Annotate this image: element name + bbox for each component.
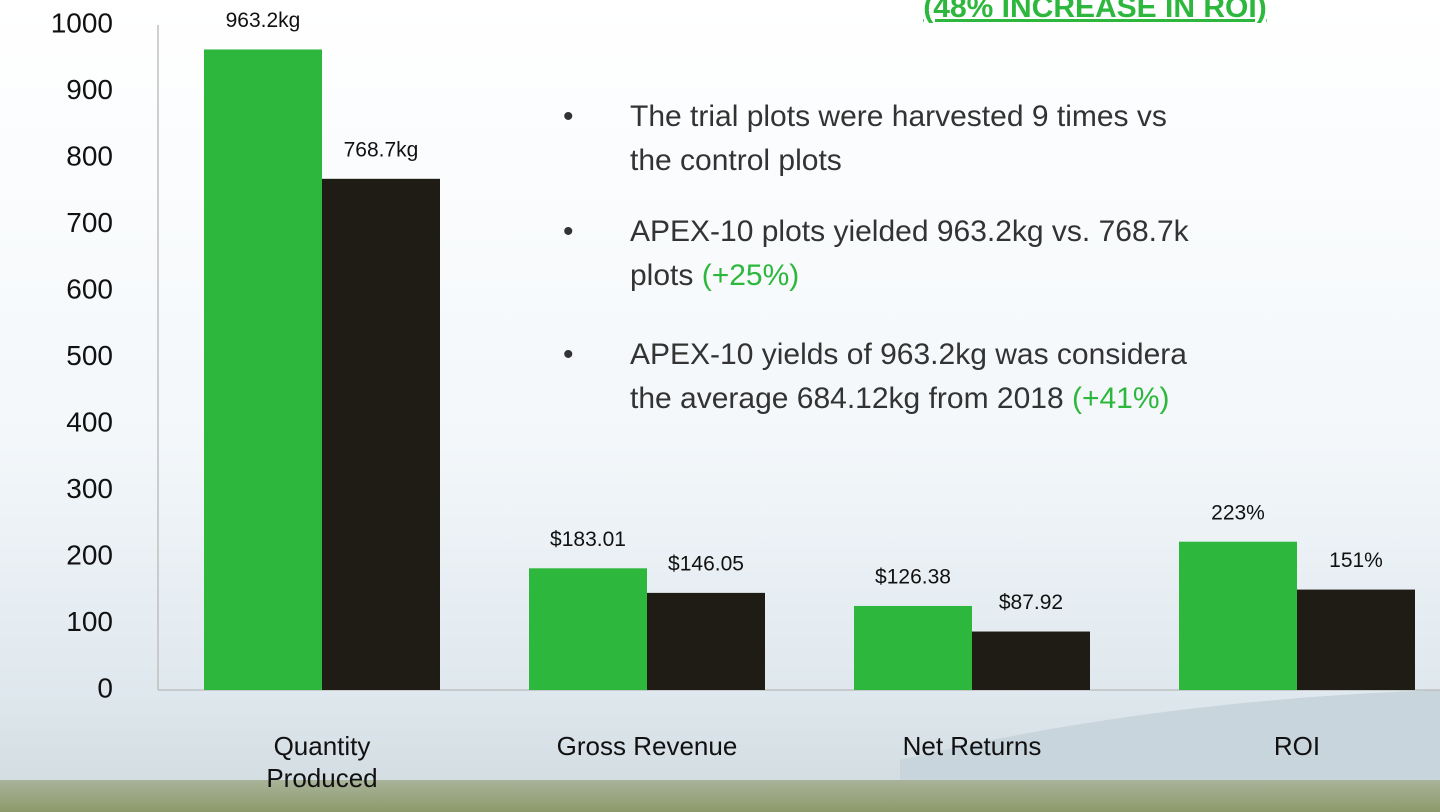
value-label: $146.05 — [668, 552, 744, 575]
bullet-text: APEX-10 yields of 963.2kg was considera t… — [630, 333, 1187, 421]
y-tick-label: 100 — [66, 606, 113, 637]
bar — [1179, 541, 1297, 690]
bullet-dot: • — [563, 100, 574, 133]
bullet-line: APEX-10 yields of 963.2kg was considera — [630, 333, 1187, 377]
x-tick-label: Gross Revenue — [556, 731, 738, 761]
value-label: 151% — [1329, 549, 1383, 572]
y-tick-label: 400 — [66, 406, 113, 437]
value-label: 768.7kg — [344, 138, 419, 161]
line-text: the control plots — [630, 144, 842, 177]
bullet-line: the average 684.12kg from 2018 (+41%) — [630, 377, 1187, 421]
y-tick-label: 500 — [66, 340, 113, 371]
line-text: The trial plots were harvested 9 times v… — [630, 100, 1167, 133]
value-label: 223% — [1211, 501, 1265, 524]
line-text: APEX-10 plots yielded 963.2kg vs. 768.7k — [630, 215, 1189, 248]
bullet-line: The trial plots were harvested 9 times v… — [630, 95, 1167, 139]
bar — [529, 568, 647, 690]
value-label: $183.01 — [550, 528, 626, 551]
headline: (48% INCREASE IN ROI) — [923, 0, 1267, 24]
field — [0, 780, 1440, 812]
line-text: plots — [630, 259, 694, 292]
bar — [1297, 589, 1415, 690]
y-tick-label: 800 — [66, 140, 113, 171]
x-tick-label: Quantity Produced — [266, 731, 378, 793]
highlight: (+25%) — [701, 259, 800, 292]
value-label: 963.2kg — [226, 9, 301, 32]
x-tick-label: ROI — [1273, 731, 1321, 761]
x-tick-label: Net Returns — [902, 731, 1042, 761]
highlight: (+41%) — [1071, 382, 1170, 415]
line-text: APEX-10 yields of 963.2kg was considera — [630, 338, 1187, 371]
bar — [647, 592, 765, 690]
value-label: $87.92 — [999, 591, 1063, 614]
y-tick-label: 300 — [66, 473, 113, 504]
value-label: $126.38 — [875, 566, 951, 589]
bar — [854, 605, 972, 690]
bullet-line: APEX-10 plots yielded 963.2kg vs. 768.7k — [630, 210, 1189, 254]
y-tick-label: 200 — [66, 539, 113, 570]
bullet-dot: • — [563, 338, 574, 371]
mountains — [900, 690, 1440, 790]
bullet-dot: • — [563, 215, 574, 248]
bar — [204, 49, 322, 691]
bar — [322, 178, 440, 690]
y-tick-label: 600 — [66, 273, 113, 304]
bullet-text: The trial plots were harvested 9 times v… — [630, 95, 1167, 183]
bullet-line: plots (+25%) — [630, 254, 1189, 298]
y-tick-label: 700 — [66, 207, 113, 238]
y-tick-label: 1000 — [51, 7, 113, 38]
bar — [972, 631, 1090, 690]
bullet-text: APEX-10 plots yielded 963.2kg vs. 768.7k… — [630, 210, 1189, 298]
bullet-line: the control plots — [630, 139, 1167, 183]
y-tick-label: 0 — [97, 672, 113, 703]
line-text: the average 684.12kg from 2018 — [630, 382, 1064, 415]
y-tick-label: 900 — [66, 74, 113, 105]
